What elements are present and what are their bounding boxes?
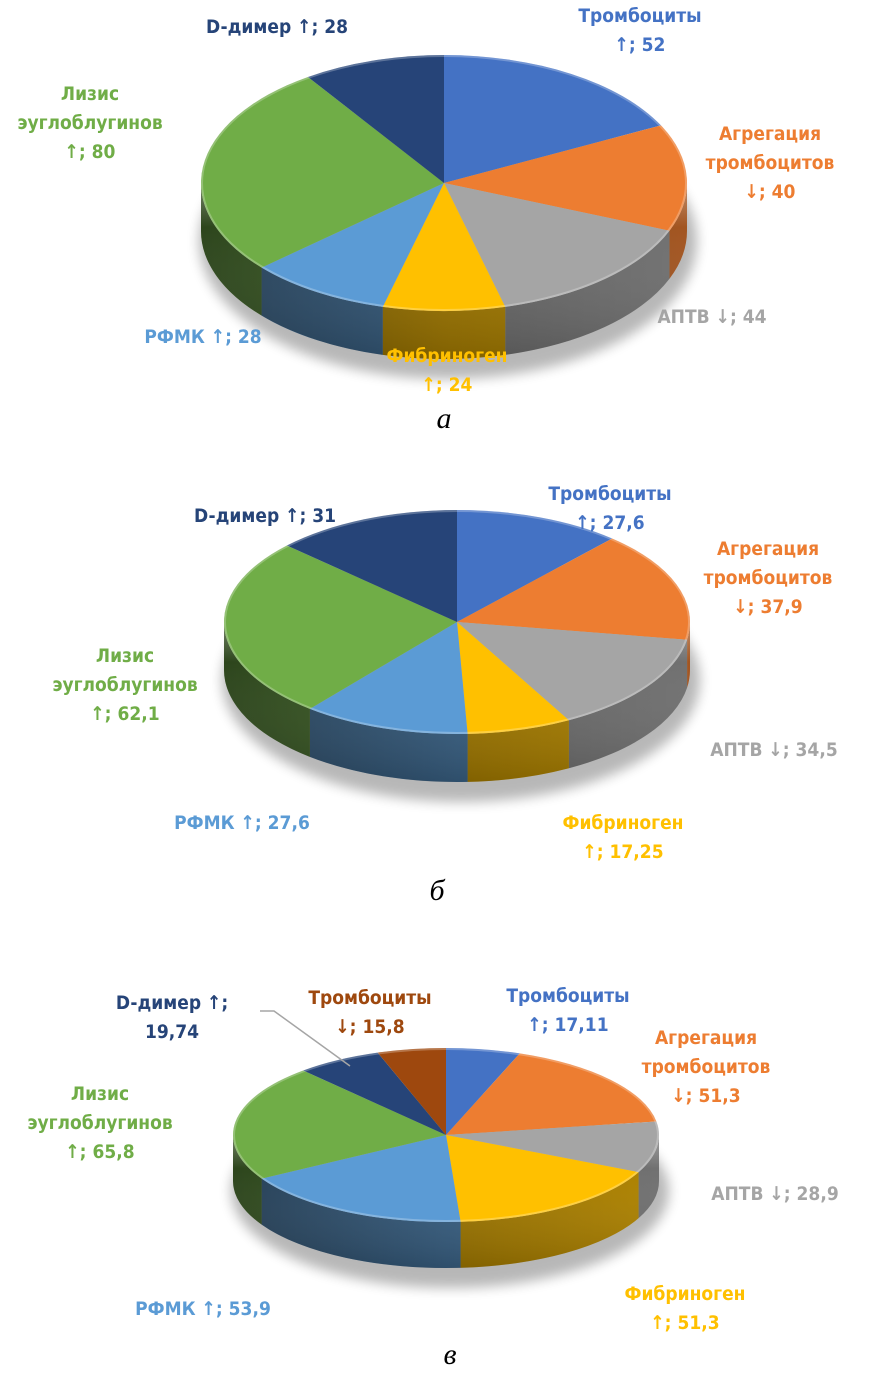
data-label-Фибриноген-↑: Фибриноген ↑; 24	[387, 345, 508, 396]
pie-top	[232, 1048, 659, 1222]
side-rim-highlight	[201, 183, 687, 359]
pie-slice-АПТВ-↓	[457, 622, 688, 721]
data-label-Агрегация-тромбоцитов-↓: Агрегация тромбоцитов ↓; 37,9	[704, 538, 833, 618]
data-label-АПТВ-↓: АПТВ ↓; 44	[657, 306, 766, 328]
pie-slice-Тромбоциты-↑	[444, 55, 661, 183]
pie-slice-Фибриноген-↑	[382, 183, 506, 311]
data-label-D-димер-↑: D-димер ↑; 31	[194, 505, 336, 527]
pie-slice-АПТВ-↓	[444, 183, 670, 307]
data-label-РФМК-↑: РФМК ↑; 53,9	[135, 1298, 271, 1320]
pie-slice-Лизис-эуглоблугинов-↑	[232, 1070, 446, 1179]
pie-slice-Тромбоциты-↑	[446, 1048, 520, 1135]
pie-slice-Лизис-эуглоблугинов-↑	[223, 545, 457, 709]
data-label-РФМК-↑: РФМК ↑; 28	[144, 326, 261, 348]
panel-letter: а	[437, 402, 452, 435]
leader-line	[260, 1010, 351, 1067]
data-label-Агрегация-тромбоцитов-↓: Агрегация тромбоцитов ↓; 40	[706, 123, 835, 203]
data-label-Лизис-эуглоблугинов-↑: Лизис эуглоблугинов ↑; 62,1	[52, 645, 198, 725]
data-label-D-димер-↑: D-димер ↑; 28	[206, 16, 348, 38]
pie-slice-Тромбоциты-↑	[457, 510, 613, 622]
pie-slice-АПТВ-↓	[446, 1121, 659, 1173]
pie-chart-c: Тромбоциты ↑; 17,11 Агрегация тромбоцитов ↓;…	[27, 985, 838, 1371]
pie-slice-Агрегация-тромбоцитов-↓	[444, 125, 687, 231]
pie-top	[200, 55, 687, 311]
data-label-Тромбоциты-↑: Тромбоциты ↑; 17,11	[506, 985, 629, 1036]
data-label-Фибриноген-↑: Фибриноген ↑; 17,25	[563, 812, 684, 863]
pie-slice-РФМК-↑	[261, 183, 444, 307]
pie-slice-Фибриноген-↑	[446, 1135, 639, 1222]
data-label-РФМК-↑: РФМК ↑; 27,6	[174, 812, 310, 834]
pie-slice-РФМК-↑	[261, 1135, 461, 1222]
data-label-АПТВ-↓: АПТВ ↓; 28,9	[711, 1183, 838, 1205]
data-label-Лизис-эуглоблугинов-↑: Лизис эуглоблугинов ↑; 80	[17, 83, 163, 163]
data-label-Фибриноген-↑: Фибриноген ↑; 51,3	[625, 1283, 746, 1334]
pie-slice-РФМК-↑	[309, 622, 468, 734]
side-rim-highlight	[224, 622, 690, 782]
pie-slice-D-димер-↑	[303, 1052, 446, 1135]
pie-slice-Фибриноген-↑	[457, 622, 569, 734]
data-label-Тромбоциты-↓: Тромбоциты ↓; 15,8	[308, 987, 431, 1038]
pie-slice-Тромбоциты-↓	[377, 1048, 446, 1135]
pie-slice-D-димер-↑	[286, 510, 457, 622]
panel-letter: б	[429, 874, 445, 907]
data-label-Агрегация-тромбоцитов-↓: Агрегация тромбоцитов ↓; 51,3	[642, 1027, 771, 1107]
side-rim-highlight	[233, 1135, 659, 1268]
data-label-Лизис-эуглоблугинов-↑: Лизис эуглоблугинов ↑; 65,8	[27, 1083, 173, 1163]
top-rim	[233, 1048, 659, 1222]
data-label-Тромбоциты-↑: Тромбоциты ↑; 52	[578, 5, 701, 56]
data-label-D-димер-↑: D-димер ↑; 19,74	[116, 992, 228, 1043]
top-rim	[224, 510, 690, 734]
pie-slice-Лизис-эуглоблугинов-↑	[200, 76, 444, 268]
data-label-Тромбоциты-↑: Тромбоциты ↑; 27,6	[548, 483, 671, 534]
pie-top	[223, 510, 690, 734]
panel-letter: в	[443, 1338, 456, 1371]
pie-chart-a: Тромбоциты ↑; 52 Агрегация тромбоцитов ↓; 40…	[17, 5, 834, 435]
pie-slice-D-димер-↑	[307, 55, 444, 183]
pie-slice-Агрегация-тромбоцитов-↓	[446, 1053, 657, 1135]
top-rim	[201, 55, 687, 311]
pie-chart-b: Тромбоциты ↑; 27,6 Агрегация тромбоцитов ↓; …	[52, 483, 837, 907]
pie-slice-Агрегация-тромбоцитов-↓	[457, 538, 690, 640]
data-label-АПТВ-↓: АПТВ ↓; 34,5	[710, 739, 837, 761]
